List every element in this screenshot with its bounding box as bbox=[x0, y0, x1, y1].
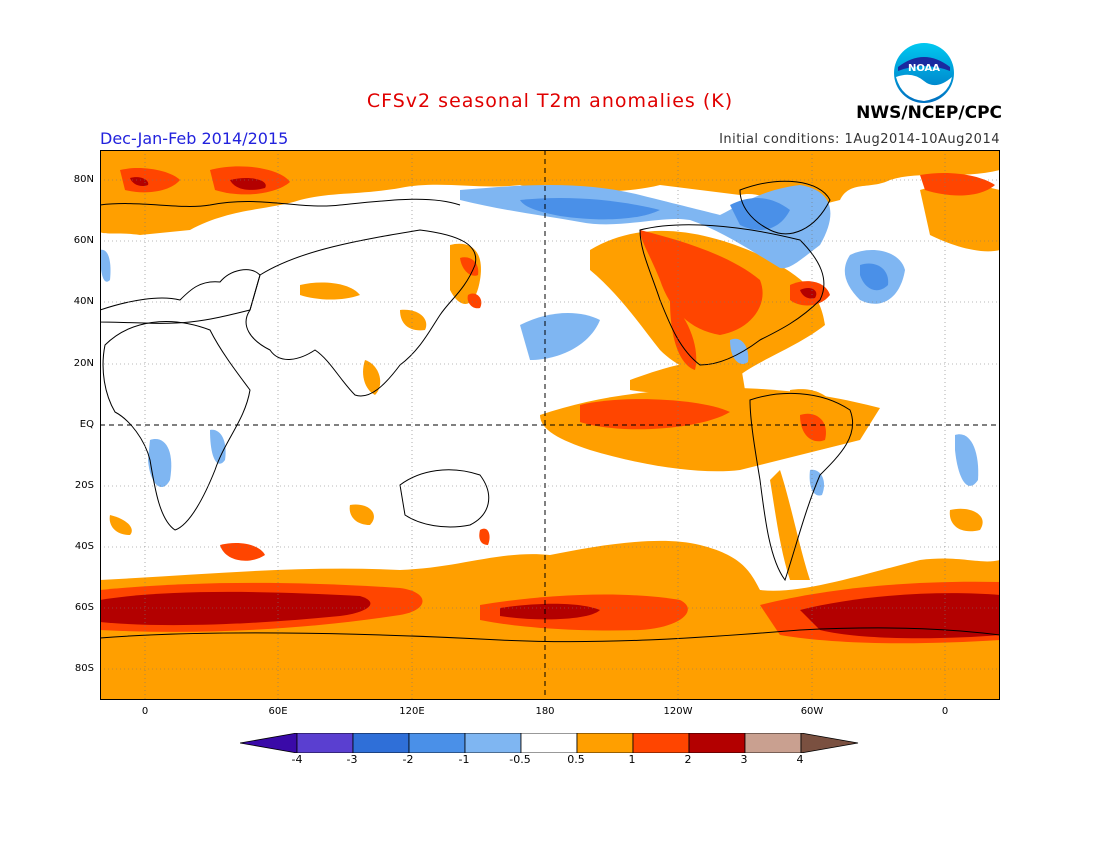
colorbar-label-3: 3 bbox=[740, 753, 748, 766]
map-frame bbox=[100, 150, 1000, 700]
coastlines bbox=[100, 180, 1000, 643]
colorbar-label-2: 2 bbox=[684, 753, 692, 766]
colorbar bbox=[240, 733, 859, 753]
lat-label-40s: 40S bbox=[74, 541, 94, 552]
lat-label-60s: 60S bbox=[74, 602, 94, 613]
colorbar-segment bbox=[408, 733, 466, 753]
colorbar-segment bbox=[352, 733, 410, 753]
colorbar-label-minus2: -2 bbox=[402, 753, 414, 766]
colorbar-label-minus1: -1 bbox=[458, 753, 470, 766]
colorbar-segment bbox=[576, 733, 634, 753]
colorbar-segment bbox=[632, 733, 690, 753]
anomaly-level-1 bbox=[100, 150, 1000, 700]
lon-label-0-east: 0 bbox=[941, 706, 949, 717]
agency-label: NWS/NCEP/CPC bbox=[856, 103, 1002, 123]
season-label: Dec-Jan-Feb 2014/2015 bbox=[100, 129, 289, 148]
lat-label-60n: 60N bbox=[73, 235, 94, 246]
colorbar-label-minus0-5: -0.5 bbox=[509, 753, 531, 766]
colorbar-segment bbox=[744, 733, 802, 753]
colorbar-segment bbox=[296, 733, 354, 753]
lat-label-40n: 40N bbox=[73, 296, 94, 307]
lon-label-120w: 120W bbox=[663, 706, 693, 717]
chart-title: CFSv2 seasonal T2m anomalies (K) bbox=[366, 90, 734, 112]
lat-label-80n: 80N bbox=[73, 174, 94, 185]
lon-label-180: 180 bbox=[535, 706, 555, 717]
lon-label-60e: 60E bbox=[268, 706, 288, 717]
lat-label-eq: EQ bbox=[79, 419, 94, 430]
colorbar-segment bbox=[240, 733, 298, 753]
colorbar-segment bbox=[520, 733, 578, 753]
anomaly-level-3 bbox=[100, 177, 1000, 639]
colorbar-segment bbox=[464, 733, 522, 753]
noaa-logo-text: NOAA bbox=[908, 63, 940, 74]
colorbar-label-minus4: -4 bbox=[291, 753, 303, 766]
lat-label-20s: 20S bbox=[74, 480, 94, 491]
lat-label-80s: 80S bbox=[74, 663, 94, 674]
anomaly-level-cool-2 bbox=[520, 198, 889, 291]
colorbar-label-0-5: 0.5 bbox=[567, 753, 585, 766]
colorbar-label-minus3: -3 bbox=[346, 753, 358, 766]
anomaly-map bbox=[100, 150, 1000, 700]
lon-label-120e: 120E bbox=[399, 706, 425, 717]
lon-label-0: 0 bbox=[141, 706, 149, 717]
noaa-logo: NOAA bbox=[894, 43, 954, 103]
colorbar-label-1: 1 bbox=[628, 753, 636, 766]
colorbar-segment bbox=[688, 733, 746, 753]
initial-conditions-label: Initial conditions: 1Aug2014-10Aug2014 bbox=[719, 132, 1000, 147]
colorbar-segment bbox=[800, 733, 859, 753]
lat-label-20n: 20N bbox=[73, 358, 94, 369]
lon-label-60w: 60W bbox=[800, 706, 824, 717]
colorbar-label-4: 4 bbox=[796, 753, 804, 766]
